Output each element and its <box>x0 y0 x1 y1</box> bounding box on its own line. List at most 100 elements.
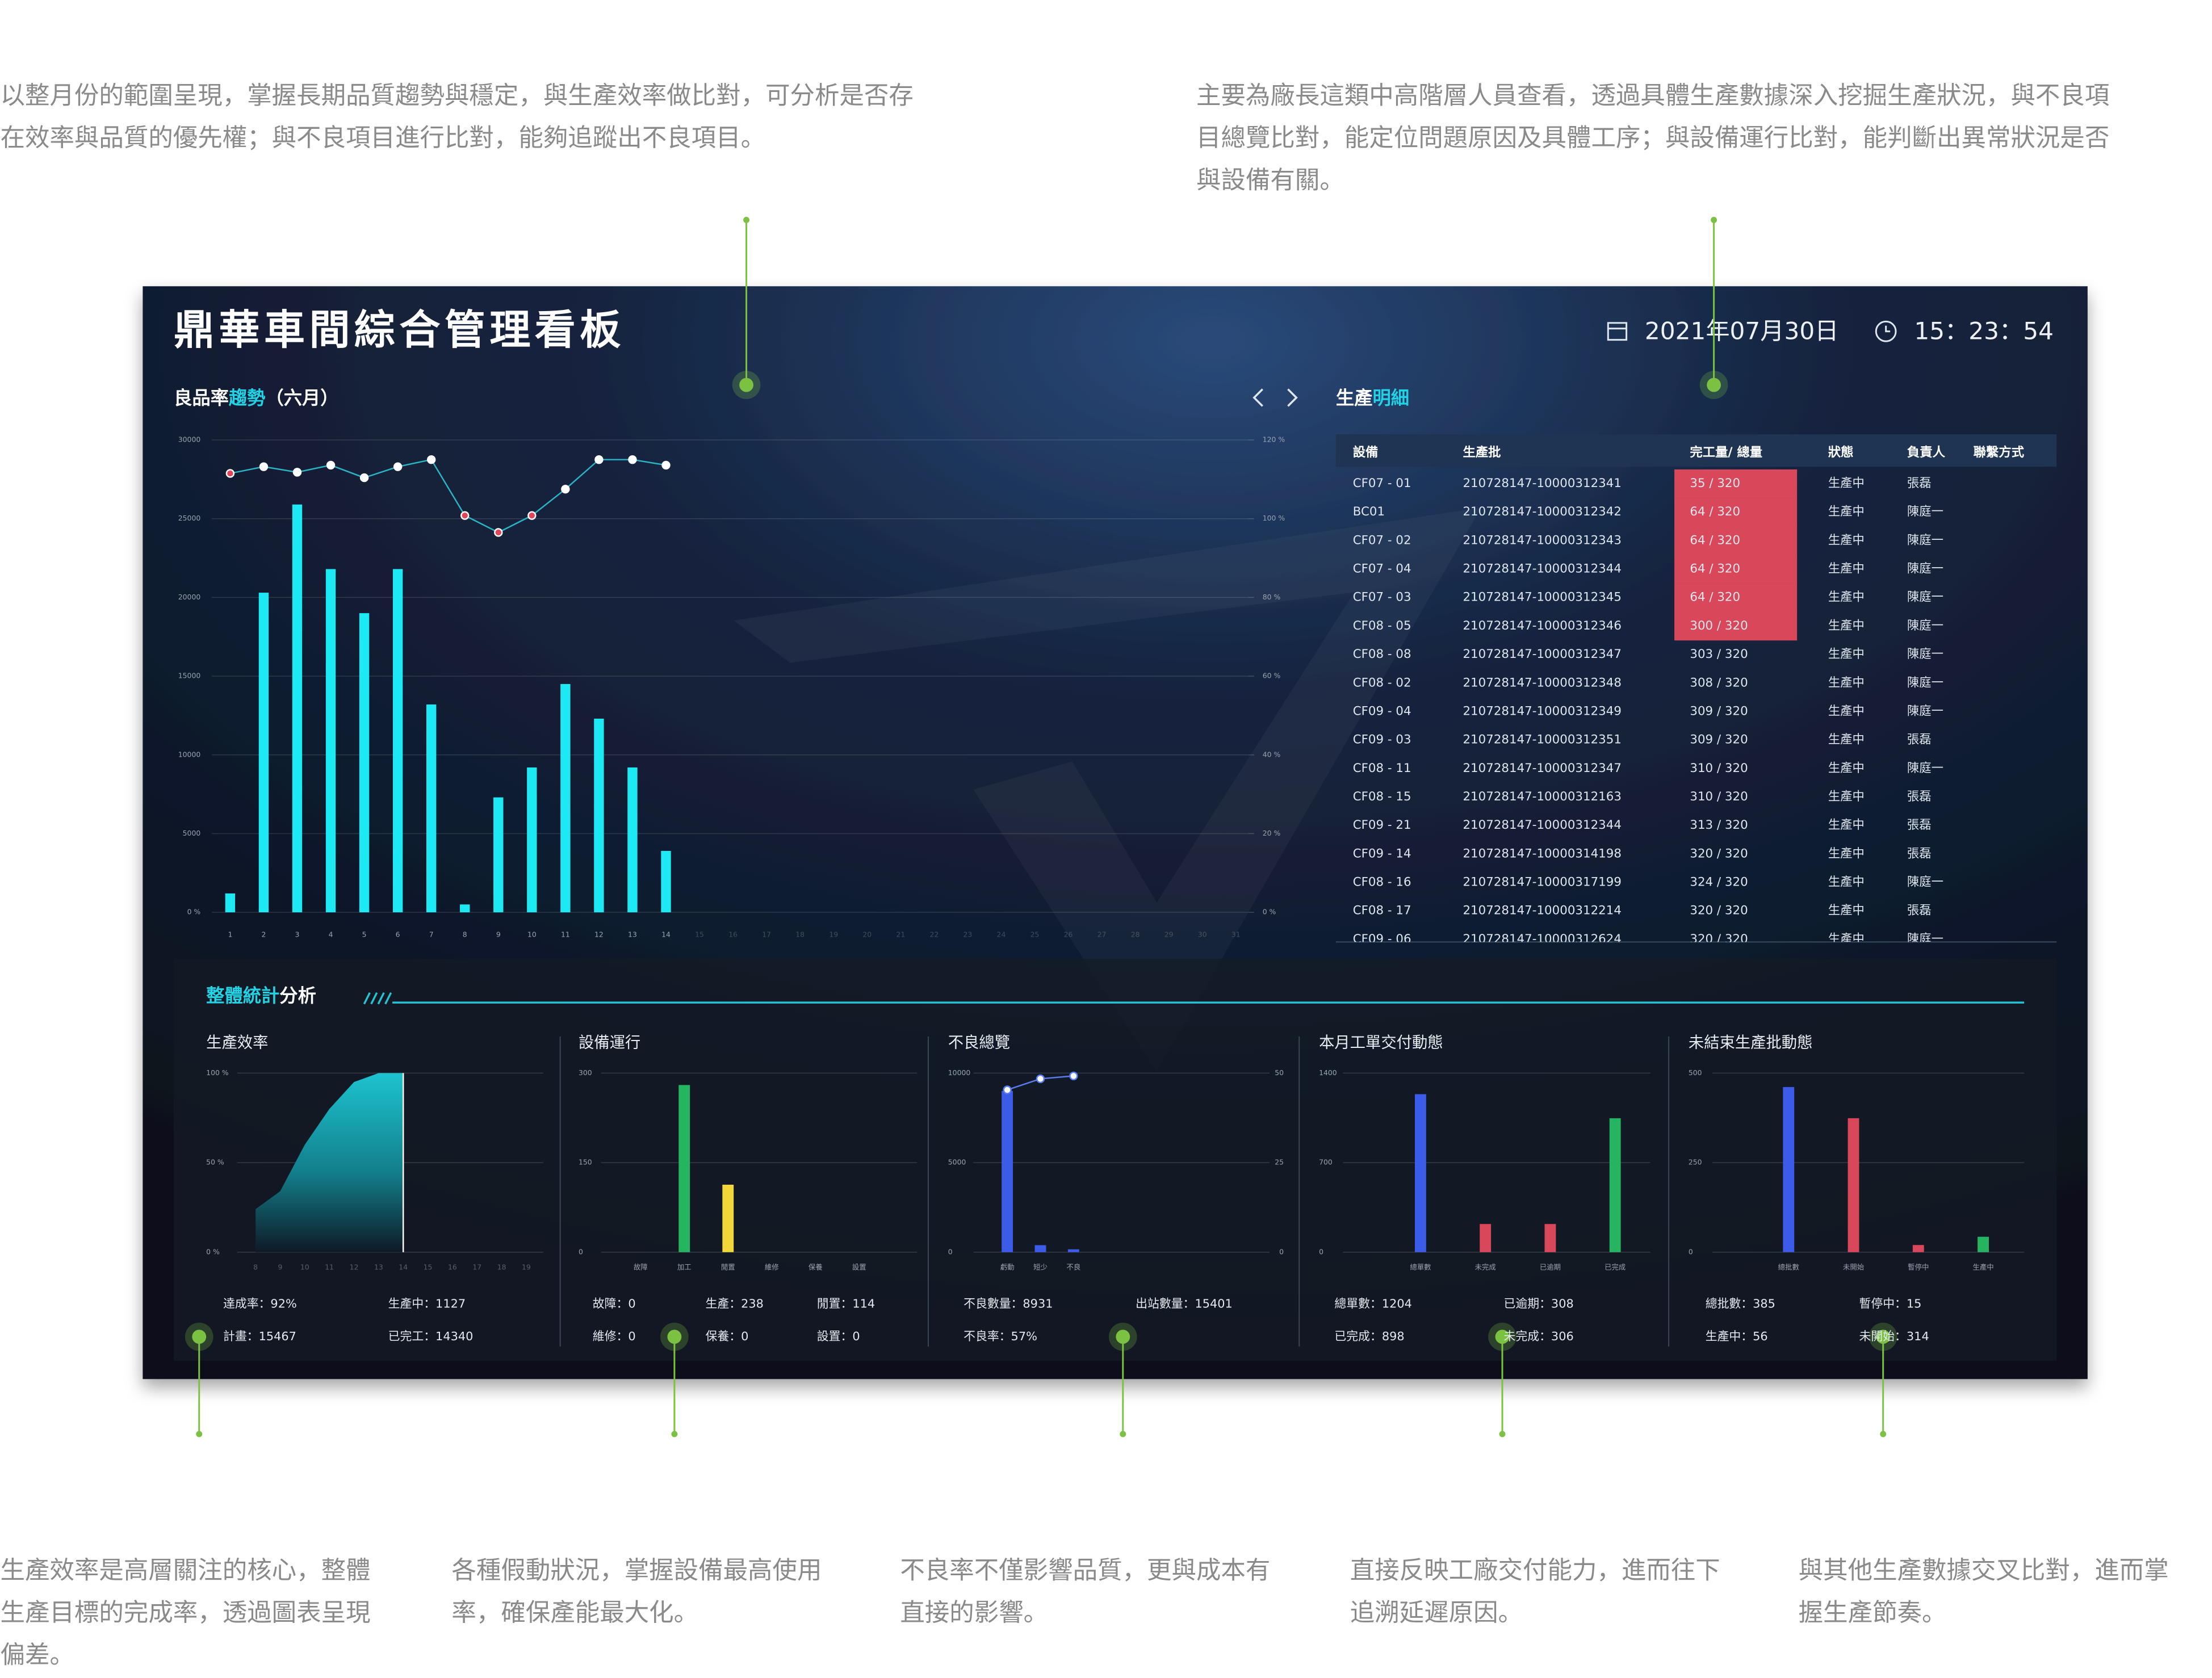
column-header: 聯繫方式 <box>1974 444 2025 460</box>
cell: 320 / 320 <box>1690 904 1748 918</box>
pin-end <box>1711 217 1717 223</box>
y-tick-label: 25000 <box>178 514 201 522</box>
y-tick-label: 150 <box>579 1158 592 1167</box>
cell: 張磊 <box>1907 476 1932 490</box>
cell: CF08 - 15 <box>1353 790 1411 804</box>
cell: CF08 - 02 <box>1353 676 1411 690</box>
stat-figure: 保養：0 <box>706 1329 749 1343</box>
bar <box>1783 1086 1795 1252</box>
cell: CF07 - 02 <box>1353 533 1411 547</box>
x-tick-label: 維修 <box>765 1263 779 1272</box>
x-tick-label: 10 <box>527 930 537 938</box>
x-tick-label: 10 <box>300 1263 309 1272</box>
x-tick-label: 14 <box>661 930 671 938</box>
cell: 生產中 <box>1828 676 1865 690</box>
y-tick-label: 30000 <box>178 435 201 444</box>
x-tick-label: 虧動 <box>1000 1263 1015 1272</box>
stat-figure: 已逾期：308 <box>1503 1297 1573 1311</box>
stat-figure: 生產中：1127 <box>388 1297 466 1311</box>
bar <box>1067 1249 1079 1252</box>
y2-tick-label: 0 <box>1279 1247 1284 1256</box>
y-tick-label: 10000 <box>948 1068 971 1077</box>
table-body: CF07 - 01 210728147-10000312341 35 / 320 生產… <box>1353 469 1943 946</box>
time: 15：23：54 <box>1914 317 2054 345</box>
cell: 309 / 320 <box>1690 733 1748 747</box>
cell: 324 / 320 <box>1690 875 1748 890</box>
bar <box>1978 1236 1989 1252</box>
bar <box>1609 1118 1621 1252</box>
cell: 210728147-10000314198 <box>1463 846 1622 861</box>
point <box>594 455 604 464</box>
y-tick-label: 15000 <box>178 672 201 680</box>
cell: 210728147-10000312351 <box>1463 733 1622 747</box>
section-rule <box>363 992 2025 1005</box>
line <box>230 459 667 534</box>
month-nav[interactable] <box>1252 388 1298 407</box>
cell: 生產中 <box>1828 875 1865 890</box>
cell: 210728147-10000312343 <box>1463 533 1622 547</box>
cell: CF08 - 11 <box>1353 761 1411 775</box>
y2-tick-label: 25 <box>1275 1158 1284 1167</box>
point <box>326 460 336 470</box>
y2-tick-label: 100 % <box>1263 514 1285 522</box>
x-tick-label: 閒置 <box>721 1263 735 1272</box>
x-tick-label: 21 <box>896 930 905 938</box>
pin-end <box>671 1431 678 1437</box>
stat-figure: 故障：0 <box>593 1297 636 1311</box>
x-tick-label: 27 <box>1097 930 1107 938</box>
cell: CF09 - 21 <box>1353 818 1411 832</box>
column-header: 狀態 <box>1828 444 1854 460</box>
point <box>460 511 470 520</box>
x-tick-label: 已逾期 <box>1540 1263 1561 1272</box>
cell: 生產中 <box>1828 818 1865 832</box>
cell: 310 / 320 <box>1690 790 1748 804</box>
x-tick-label: 25 <box>1030 930 1040 938</box>
x-tick-label: 26 <box>1064 930 1073 938</box>
cell: 陳庭一 <box>1907 676 1943 690</box>
cell: 210728147-10000312163 <box>1463 790 1622 804</box>
pin-end <box>1499 1431 1506 1437</box>
y-tick-label: 5000 <box>183 829 201 837</box>
x-tick-label: 加工 <box>677 1263 692 1272</box>
x-tick-label: 9 <box>496 930 501 938</box>
bar <box>627 767 638 913</box>
cell: 313 / 320 <box>1690 818 1748 832</box>
alert-cell <box>1674 526 1798 555</box>
annotation-line: 在效率與品質的優先權；與不良項目進行比對，能夠追蹤出不良項目。 <box>1 124 766 152</box>
point <box>359 473 369 483</box>
title-part: （六月） <box>265 387 338 409</box>
title-part: 明細 <box>1372 387 1409 409</box>
cell: 生產中 <box>1828 533 1865 547</box>
y2-tick-label: 50 <box>1275 1068 1284 1077</box>
alert-cell <box>1674 611 1798 641</box>
cell: 210728147-10000312349 <box>1463 704 1622 718</box>
bar <box>426 704 437 913</box>
x-tick-label: 1 <box>228 930 232 938</box>
y-tick-label: 10000 <box>178 750 201 758</box>
title-part: 趨勢 <box>229 387 266 409</box>
y-tick-label: 1400 <box>1319 1068 1337 1077</box>
y2-tick-label: 20 % <box>1263 829 1281 837</box>
annotation-line: 各種假動狀況，掌握設備最高使用 <box>451 1557 822 1585</box>
point <box>292 468 302 477</box>
title-part: 生產 <box>1336 387 1373 409</box>
panel-title: 未結束生產批動態 <box>1689 1034 1813 1052</box>
cell: 300 / 320 <box>1690 619 1748 633</box>
bar <box>1034 1245 1046 1252</box>
annotation-line: 率，確保產能最大化。 <box>451 1599 698 1627</box>
x-tick-label: 19 <box>522 1263 531 1272</box>
stat-figure: 已完工：14340 <box>388 1329 474 1343</box>
cell: 210728147-10000312624 <box>1463 932 1622 946</box>
stat-figure: 總單數：1204 <box>1334 1297 1412 1311</box>
x-tick-label: 31 <box>1231 930 1241 938</box>
bar <box>560 683 571 913</box>
cell: 生產中 <box>1828 704 1865 718</box>
stat-figure: 生產中：56 <box>1706 1329 1768 1343</box>
cell: 生產中 <box>1828 846 1865 861</box>
point <box>561 485 570 494</box>
stats-panel <box>174 959 2057 1361</box>
x-tick-label: 15 <box>424 1263 433 1272</box>
x-tick-label: 13 <box>628 930 637 938</box>
x-tick-label: 已完成 <box>1604 1263 1626 1272</box>
